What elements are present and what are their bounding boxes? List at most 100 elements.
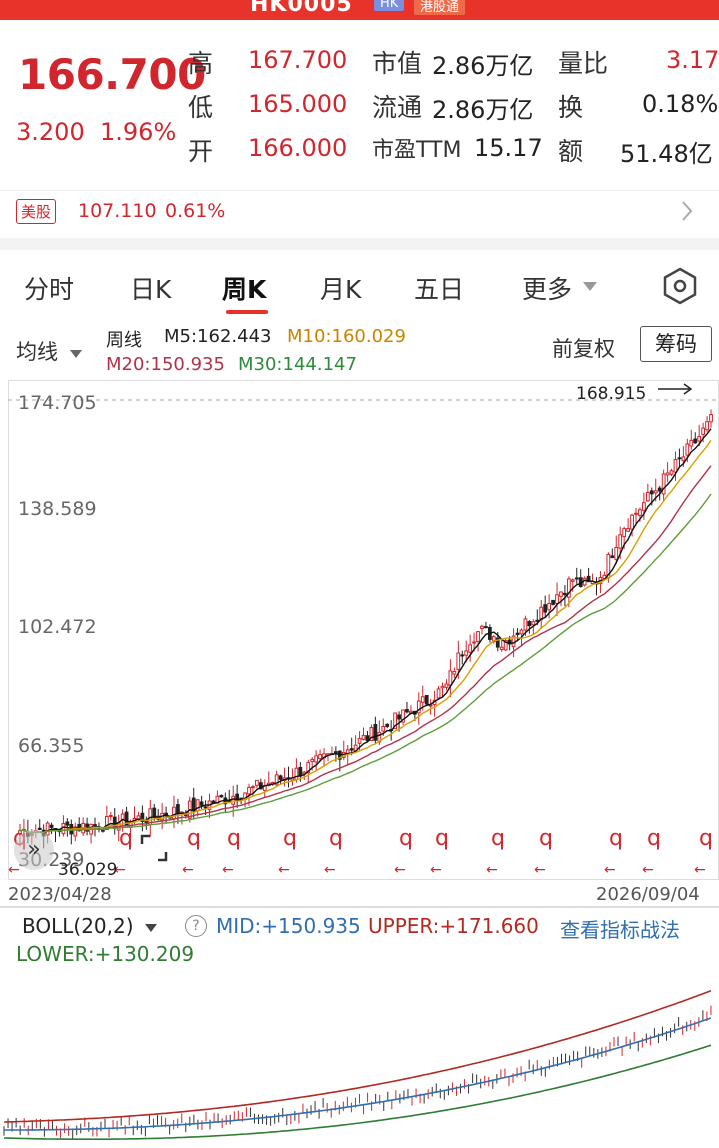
signal-arrow: ←	[486, 862, 498, 878]
boll-lower-value: LOWER:+130.209	[16, 942, 195, 966]
adjust-mode[interactable]: 前复权	[552, 337, 615, 361]
candle-body	[424, 694, 429, 705]
chart-frame	[8, 380, 719, 880]
candle-body	[531, 621, 536, 626]
ma20-value: M20:150.935	[106, 354, 225, 375]
tab-intraday[interactable]: 分时	[24, 275, 75, 304]
y-tick-2: 138.589	[18, 498, 97, 520]
boll-upper-value: UPPER:+171.660	[368, 914, 539, 938]
us-price: 107.110	[78, 200, 157, 222]
max-price-marker: 168.915	[576, 384, 647, 404]
low-label: 低	[188, 93, 214, 122]
help-icon[interactable]: ?	[185, 915, 207, 937]
signal-marker: q	[227, 826, 241, 851]
settings-hexagon-icon[interactable]	[660, 266, 700, 306]
candle-body	[523, 618, 528, 631]
ma-select-label: 均线	[16, 340, 58, 364]
signal-marker: q	[491, 826, 505, 851]
candle-body	[444, 683, 449, 688]
candle-body	[574, 577, 579, 580]
candle-body	[645, 491, 650, 502]
candle-body	[318, 754, 322, 760]
candle-body	[448, 670, 453, 686]
candle-body	[373, 724, 378, 741]
candle-body	[657, 487, 662, 492]
candle-body	[638, 509, 642, 516]
tab-monthly-k[interactable]: 月K	[320, 275, 362, 304]
candle-body	[365, 735, 370, 742]
candle-body	[614, 546, 619, 560]
collapse-chart-icon[interactable]: »	[14, 830, 54, 870]
candle-body	[685, 443, 690, 456]
candle-body	[61, 822, 66, 835]
dropdown-triangle-icon	[144, 924, 157, 932]
candle-body	[622, 528, 627, 538]
pe-label: 市盈TTM	[372, 138, 462, 163]
signal-marker: q	[435, 826, 449, 851]
candle-body	[393, 712, 397, 730]
candle-body	[484, 626, 488, 629]
candle-body	[630, 514, 634, 530]
candle-body	[416, 700, 421, 714]
tab-daily-k[interactable]: 日K	[130, 275, 172, 304]
candle-body	[519, 629, 524, 635]
tab-five-day[interactable]: 五日	[414, 275, 465, 304]
candle-body	[176, 804, 180, 814]
candle-body	[547, 602, 552, 611]
tab-weekly-k[interactable]: 周K	[222, 275, 267, 304]
candle-body	[37, 827, 42, 830]
us-listing-row[interactable]	[0, 190, 719, 235]
candle-body	[108, 814, 113, 817]
candle-body	[278, 775, 283, 780]
candle-body	[369, 727, 374, 742]
chevron-right-icon[interactable]	[680, 200, 694, 222]
view-indicator-strategy-link[interactable]: 查看指标战法	[560, 918, 680, 942]
kline-chart[interactable]: q←q←q←q←q←q←q←q←q←q←q←q←q←	[8, 380, 719, 880]
connect-tag: 港股通	[414, 0, 466, 15]
active-tab-indicator	[226, 310, 268, 314]
candle-body	[476, 631, 480, 642]
y-tick-3: 102.472	[18, 616, 97, 638]
candle-body	[649, 490, 654, 495]
boll-select[interactable]: BOLL(20,2)	[22, 914, 158, 938]
hk-tag: HK	[374, 0, 405, 11]
fullscreen-icon[interactable]	[138, 832, 170, 864]
candle-body	[361, 734, 366, 740]
candle-body	[101, 829, 105, 832]
boll-mid-value: MID:+150.935	[216, 914, 361, 938]
ma10-line	[19, 439, 712, 834]
boll-chart[interactable]	[0, 968, 719, 1148]
section-separator	[0, 238, 719, 250]
candle-body	[401, 709, 405, 723]
min-price-marker: 36.029	[58, 860, 118, 880]
pe-value: 15.17	[474, 134, 543, 162]
y-tick-4: 66.355	[18, 735, 85, 757]
candle-body	[172, 806, 176, 820]
candle-body	[258, 782, 263, 790]
candle-body	[405, 709, 409, 713]
candle-body	[420, 696, 425, 703]
candle-body	[566, 578, 571, 598]
candle-body	[231, 795, 236, 805]
candle-body	[140, 812, 145, 822]
candle-body	[381, 726, 386, 732]
amount-label: 额	[558, 137, 584, 166]
candle-body	[570, 579, 575, 582]
stock-code: HK0005	[250, 0, 353, 17]
ma-select[interactable]: 均线	[16, 336, 83, 366]
signal-arrow: ←	[394, 862, 406, 878]
candle-body	[45, 822, 50, 836]
candle-body	[73, 826, 78, 837]
turnover-value: 0.18%	[642, 90, 719, 118]
tab-more[interactable]: 更多	[522, 275, 573, 304]
y-tick-1: 174.705	[18, 392, 97, 414]
chips-button[interactable]: 筹码	[640, 326, 712, 362]
candle-body	[349, 748, 354, 751]
signal-arrow: ←	[430, 862, 442, 878]
boll-mid-line	[4, 1017, 712, 1131]
candle-body	[503, 640, 508, 651]
candle-body	[294, 767, 299, 780]
us-badge: 美股	[16, 199, 57, 224]
high-value: 167.700	[248, 46, 348, 74]
vol-ratio-label: 量比	[558, 49, 609, 78]
